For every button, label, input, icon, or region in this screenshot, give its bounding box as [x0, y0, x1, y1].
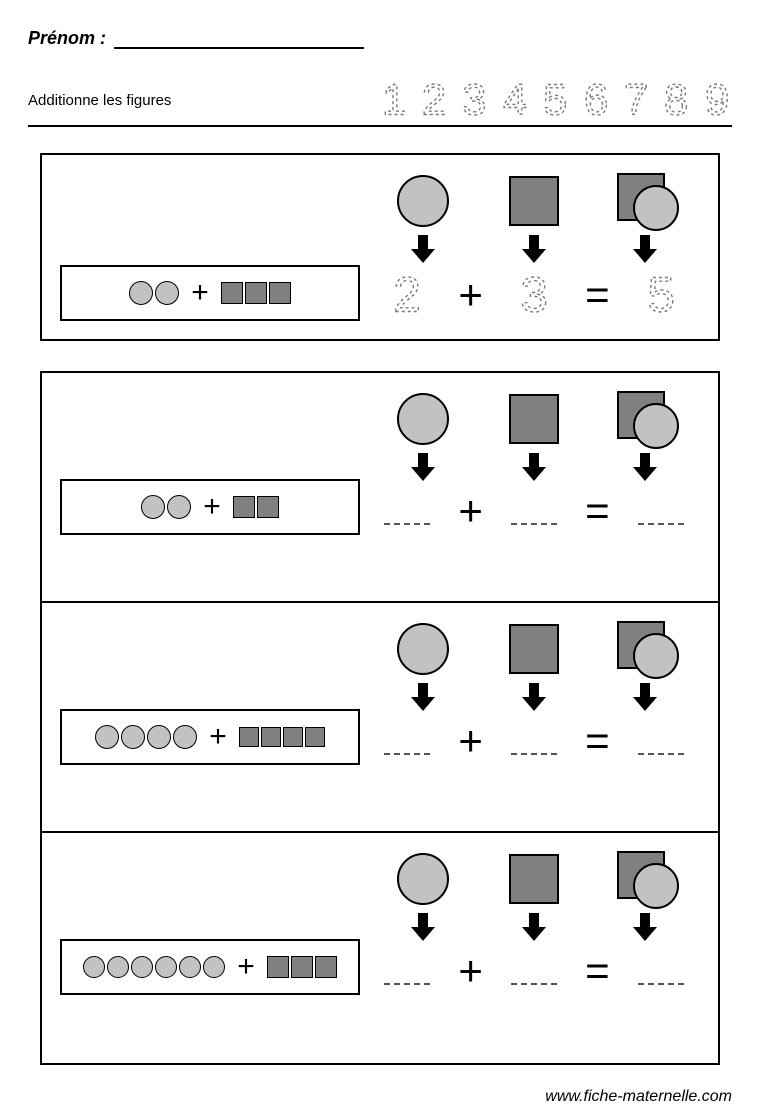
plus-icon: + — [237, 950, 255, 984]
arrow-down-icon — [633, 683, 657, 711]
answer-blank[interactable] — [638, 957, 684, 985]
plus-icon: + — [458, 947, 483, 994]
answer-blank[interactable] — [638, 497, 684, 525]
plus-icon: + — [203, 490, 221, 524]
svg-text:9: 9 — [705, 77, 729, 123]
problem-circles — [141, 495, 191, 519]
problem-squares — [239, 727, 325, 747]
trace-digits: 1 2 3 4 5 6 7 8 9 — [379, 77, 732, 123]
legend-square — [489, 621, 579, 711]
answer-blank[interactable] — [511, 727, 557, 755]
answer-blank[interactable] — [384, 727, 430, 755]
svg-text:8: 8 — [664, 77, 688, 123]
trace-digit-2: 2 — [419, 77, 449, 123]
equals-icon: = — [585, 947, 610, 994]
svg-text:5: 5 — [543, 77, 567, 123]
answer-blank[interactable] — [638, 727, 684, 755]
arrow-down-icon — [633, 453, 657, 481]
legend-circle — [378, 391, 468, 481]
arrow-down-icon — [633, 913, 657, 941]
legend-row — [368, 851, 700, 941]
legend-square — [489, 851, 579, 941]
arrow-down-icon — [522, 683, 546, 711]
answer-blank[interactable] — [384, 497, 430, 525]
svg-text:3: 3 — [520, 269, 547, 321]
legend-combo — [600, 621, 690, 711]
equals-icon: = — [585, 717, 610, 764]
plus-icon: + — [458, 487, 483, 534]
legend-combo — [600, 851, 690, 941]
trace-digit-1: 1 — [379, 77, 409, 123]
example-equation: 2 + 3 = 5 — [368, 269, 700, 321]
legend-circle — [378, 173, 468, 263]
name-label: Prénom : — [28, 28, 106, 49]
svg-text:7: 7 — [624, 77, 648, 123]
problem-row-1: + + = — [42, 373, 718, 603]
problem-row-2: + + = — [42, 603, 718, 833]
name-row: Prénom : — [28, 28, 732, 49]
svg-text:1: 1 — [382, 77, 406, 123]
name-blank-line[interactable] — [114, 31, 364, 49]
svg-text:5: 5 — [647, 269, 674, 321]
plus-icon: + — [191, 276, 209, 310]
plus-icon: + — [209, 720, 227, 754]
answer-blank[interactable] — [384, 957, 430, 985]
svg-text:6: 6 — [584, 77, 608, 123]
worksheet-page: Prénom : Additionne les figures 1 2 3 4 … — [0, 0, 760, 1065]
problem-shapes-box: + — [60, 479, 360, 535]
legend-circle — [378, 621, 468, 711]
problem-equation: + = — [368, 717, 700, 765]
legend-combo — [600, 173, 690, 263]
trace-digit-8: 8 — [661, 77, 691, 123]
trace-digit-4: 4 — [500, 77, 530, 123]
legend-row — [368, 391, 700, 481]
problem-circles — [95, 725, 197, 749]
trace-digit-5: 5 — [540, 77, 570, 123]
problem-row-3: + + = — [42, 833, 718, 1063]
answer-blank[interactable] — [511, 497, 557, 525]
arrow-down-icon — [411, 683, 435, 711]
legend-square — [489, 173, 579, 263]
plus-icon: + — [458, 717, 483, 764]
arrow-down-icon — [522, 913, 546, 941]
trace-digit-9: 9 — [702, 77, 732, 123]
problem-equation: + = — [368, 487, 700, 535]
plus-icon: + — [458, 271, 483, 318]
instruction-text: Additionne les figures — [28, 92, 171, 109]
trace-digit-6: 6 — [581, 77, 611, 123]
legend-combo — [600, 391, 690, 481]
example-shapes-box: + — [60, 265, 360, 321]
answer-blank[interactable] — [511, 957, 557, 985]
example-squares — [221, 282, 291, 304]
problem-shapes-box: + — [60, 939, 360, 995]
arrow-down-icon — [522, 235, 546, 263]
arrow-down-icon — [411, 453, 435, 481]
svg-text:2: 2 — [393, 269, 420, 321]
legend-circle — [378, 851, 468, 941]
legend-square — [489, 391, 579, 481]
problem-equation: + = — [368, 947, 700, 995]
problems-container: + + = — [40, 371, 720, 1065]
svg-text:3: 3 — [463, 77, 487, 123]
instruction-row: Additionne les figures 1 2 3 4 5 6 7 8 9 — [28, 77, 732, 127]
equals-icon: = — [585, 271, 610, 318]
example-circles — [129, 281, 179, 305]
legend-row — [368, 173, 700, 263]
example-box: + 2 + 3 = 5 — [40, 153, 720, 341]
legend-row — [368, 621, 700, 711]
arrow-down-icon — [411, 913, 435, 941]
problem-circles — [83, 956, 225, 978]
trace-digit-3: 3 — [459, 77, 489, 123]
arrow-down-icon — [522, 453, 546, 481]
arrow-down-icon — [411, 235, 435, 263]
equals-icon: = — [585, 487, 610, 534]
footer-url: www.fiche-maternelle.com — [545, 1088, 732, 1106]
problem-squares — [233, 496, 279, 518]
trace-digit-7: 7 — [621, 77, 651, 123]
problem-squares — [267, 956, 337, 978]
svg-text:4: 4 — [503, 77, 527, 123]
problem-shapes-box: + — [60, 709, 360, 765]
arrow-down-icon — [633, 235, 657, 263]
svg-text:2: 2 — [422, 77, 446, 123]
